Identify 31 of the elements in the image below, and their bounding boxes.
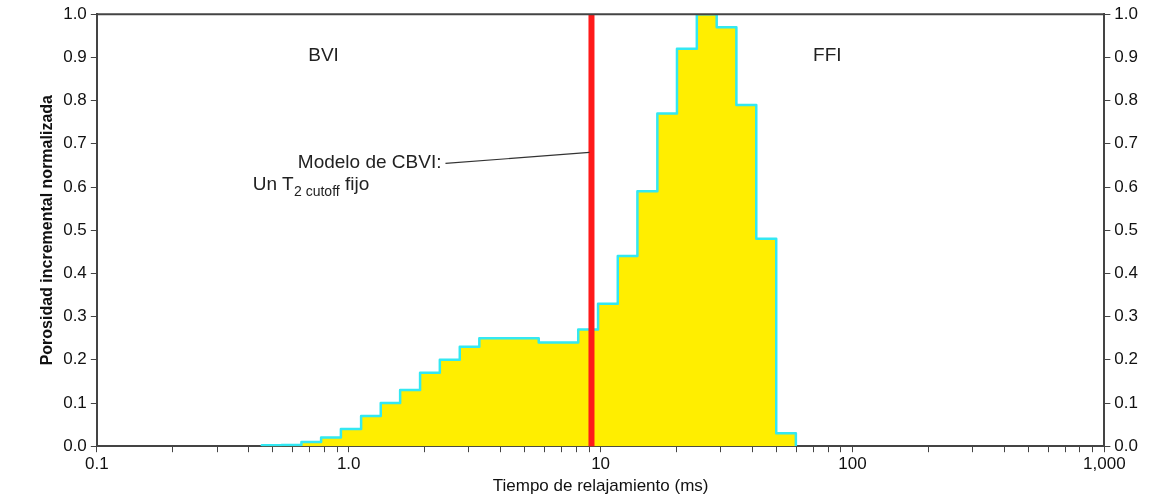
y-tick-label: 1.0: [63, 3, 87, 23]
x-tick-label: 1.0: [336, 454, 361, 474]
y-tick-label: 0.6: [63, 176, 87, 196]
y2-tick-label: 0.3: [1114, 306, 1139, 326]
y-tick-label: 0.7: [63, 133, 87, 153]
y2-tick-label: 0.5: [1114, 219, 1139, 239]
y-tick-label: 0.8: [63, 90, 87, 110]
y2-tick-label: 0.8: [1114, 90, 1139, 110]
x-tick-label: 10: [591, 454, 611, 474]
y2-tick-label: 0.0: [1114, 435, 1139, 455]
y-tick-label: 0.3: [63, 306, 87, 326]
y-tick-label: 0.5: [63, 219, 87, 239]
x-axis-title: Tiempo de relajamiento (ms): [492, 476, 709, 496]
y2-tick-label: 0.9: [1114, 47, 1139, 67]
y2-tick-label: 0.1: [1114, 392, 1139, 412]
x-tick-label: 100: [838, 454, 867, 474]
y-tick-label: 0.2: [63, 349, 87, 369]
annotation: BVI: [308, 44, 339, 66]
y-tick-label: 0.4: [63, 263, 87, 283]
annotation: FFI: [813, 44, 842, 66]
y-axis-title: Porosidad incremental normalizada: [38, 94, 56, 366]
y-tick-label: 0.0: [63, 435, 87, 455]
y2-tick-label: 0.2: [1114, 349, 1139, 369]
y-tick-label: 0.9: [63, 47, 87, 67]
x-tick-label: 1,000: [1083, 454, 1126, 474]
y2-tick-label: 0.7: [1114, 133, 1139, 153]
x-tick-label: 0.1: [85, 454, 109, 474]
y2-tick-label: 1.0: [1114, 3, 1139, 23]
y2-tick-label: 0.6: [1114, 176, 1139, 196]
y2-tick-label: 0.4: [1114, 263, 1139, 283]
y-tick-label: 0.1: [63, 392, 87, 412]
